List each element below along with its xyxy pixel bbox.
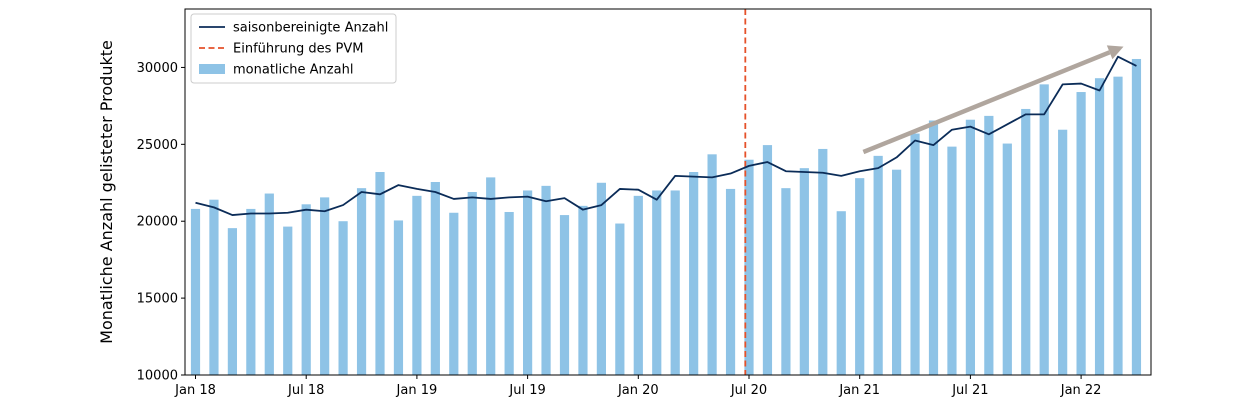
bar-33	[799, 168, 809, 375]
bar-1	[209, 199, 219, 375]
legend-label: monatliche Anzahl	[233, 63, 353, 78]
bar-27	[689, 172, 699, 375]
bar-41	[947, 146, 957, 375]
legend-item-0: saisonbereinigte Anzahl	[199, 21, 388, 36]
bar-32	[781, 188, 791, 375]
bar-26	[670, 190, 680, 375]
plot-area	[190, 9, 1142, 376]
arrow-annotations	[862, 45, 1124, 155]
bar-2	[227, 228, 237, 375]
bar-4	[264, 193, 274, 375]
bar-39	[910, 133, 920, 375]
line-seasonally-adjusted	[195, 55, 1137, 216]
bar-7	[320, 197, 330, 375]
y-axis: 10000 15000 20000 25000 30000	[137, 61, 185, 384]
bar-34	[818, 148, 828, 375]
bar-17	[504, 211, 514, 375]
bar-50	[1113, 76, 1123, 375]
y-axis-label: Monatliche Anzahl gelisteter Produkte	[97, 40, 116, 344]
bar-31	[762, 145, 773, 375]
bar-10	[375, 172, 385, 375]
x-tick-label-12: Jan 19	[396, 383, 438, 398]
bar-29	[725, 188, 736, 375]
bar-43	[984, 115, 994, 375]
bar-0	[190, 208, 201, 375]
x-tick-label-0: Jan 18	[174, 383, 216, 398]
bar-47	[1058, 129, 1068, 375]
bar-11	[393, 220, 404, 375]
trend-arrow-head	[1106, 45, 1124, 60]
legend-item-1: Einführung des PVM	[199, 42, 363, 57]
y-tick-label-20000: 20000	[137, 215, 178, 230]
bar-6	[301, 204, 311, 375]
bar-37	[873, 155, 883, 375]
bar-45	[1021, 108, 1031, 376]
bar-15	[467, 192, 477, 375]
trend-arrow-shaft	[862, 50, 1111, 155]
x-tick-label-48: Jan 22	[1060, 383, 1102, 398]
legend-items: saisonbereinigte Anzahl Einführung des PV…	[199, 21, 388, 78]
bar-49	[1094, 78, 1105, 375]
bar-16	[486, 177, 496, 375]
bar-30	[744, 159, 754, 375]
bar-5	[283, 226, 293, 375]
x-tick-label-18: Jul 19	[508, 383, 545, 398]
bar-51	[1131, 58, 1142, 375]
bar-40	[928, 120, 939, 376]
bar-21	[578, 205, 588, 375]
bar-8	[338, 221, 348, 375]
legend: saisonbereinigte Anzahl Einführung des PV…	[190, 13, 397, 84]
y-tick-label-30000: 30000	[137, 61, 178, 76]
y-tick-label-10000: 10000	[137, 369, 178, 384]
bar-13	[430, 182, 440, 375]
bar-18	[523, 190, 533, 375]
x-tick-label-6: Jul 18	[287, 383, 324, 398]
bar-series	[190, 58, 1142, 376]
bar-38	[892, 169, 902, 375]
line-series	[195, 55, 1137, 216]
x-tick-label-42: Jul 21	[951, 383, 988, 398]
bar-42	[965, 119, 975, 375]
bar-12	[412, 195, 422, 375]
legend-label: Einführung des PVM	[233, 42, 363, 57]
x-tick-label-30: Jul 20	[730, 383, 767, 398]
bar-44	[1002, 143, 1012, 375]
x-tick-label-36: Jan 21	[838, 383, 880, 398]
legend-swatch	[199, 64, 225, 74]
bar-48	[1076, 92, 1086, 375]
bar-22	[596, 182, 606, 375]
bar-23	[615, 223, 625, 375]
bar-24	[633, 195, 643, 375]
y-tick-label-25000: 25000	[137, 138, 178, 153]
x-tick-label-24: Jan 20	[617, 383, 659, 398]
bar-14	[449, 212, 459, 375]
y-tick-label-15000: 15000	[137, 292, 178, 307]
bar-35	[836, 211, 846, 375]
bar-25	[652, 190, 662, 375]
bar-28	[707, 154, 717, 375]
bar-20	[559, 215, 570, 375]
legend-box	[190, 13, 397, 84]
bar-3	[246, 208, 256, 375]
x-axis: Jan 18 Jul 18 Jan 19 Jul 19 Jan 20 Jul 20 Jan …	[174, 375, 1101, 398]
bar-9	[356, 188, 367, 375]
legend-item-2: monatliche Anzahl	[199, 63, 353, 78]
plot-frame	[184, 8, 1152, 376]
bar-46	[1039, 84, 1049, 375]
legend-label: saisonbereinigte Anzahl	[233, 21, 388, 36]
bar-19	[541, 185, 551, 375]
bar-36	[855, 178, 865, 375]
